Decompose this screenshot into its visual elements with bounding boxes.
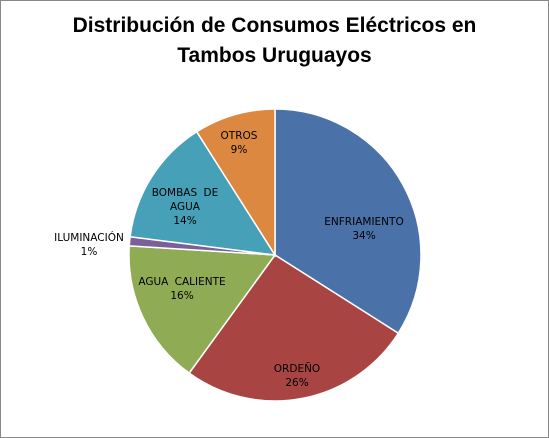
pie-slice [128, 245, 277, 375]
slice-label: OTROS 9% [209, 129, 269, 157]
slice-label: AGUA CALIENTE 16% [127, 275, 237, 303]
pie-slice [195, 108, 276, 258]
category-label: AGUA CALIENTE [138, 276, 226, 288]
value-label: 16% [170, 290, 194, 302]
value-label: 26% [285, 377, 309, 389]
slice-label: ENFRIAMIENTO 34% [304, 215, 424, 243]
category-label: ENFRIAMIENTO [324, 216, 404, 228]
chart-title: Distribución de Consumos Eléctricos en T… [72, 14, 477, 67]
value-label: 1% [80, 246, 98, 258]
category-label: ILUMINACIÓN [54, 232, 124, 244]
pie-slice [129, 130, 277, 256]
category-label: OTROS [220, 130, 258, 142]
pie-slice [274, 108, 422, 335]
category-label: ORDEÑO [273, 363, 321, 375]
value-label: 9% [230, 144, 248, 156]
value-label: 34% [352, 230, 376, 242]
value-label: 14% [173, 215, 197, 227]
category-label: BOMBAS DE AGUA [151, 187, 219, 213]
slice-label: ORDEÑO 26% [257, 362, 337, 390]
pie-slice [188, 253, 400, 402]
slice-label: BOMBAS DE AGUA 14% [150, 186, 220, 228]
slice-label: ILUMINACIÓN 1% [44, 231, 134, 259]
